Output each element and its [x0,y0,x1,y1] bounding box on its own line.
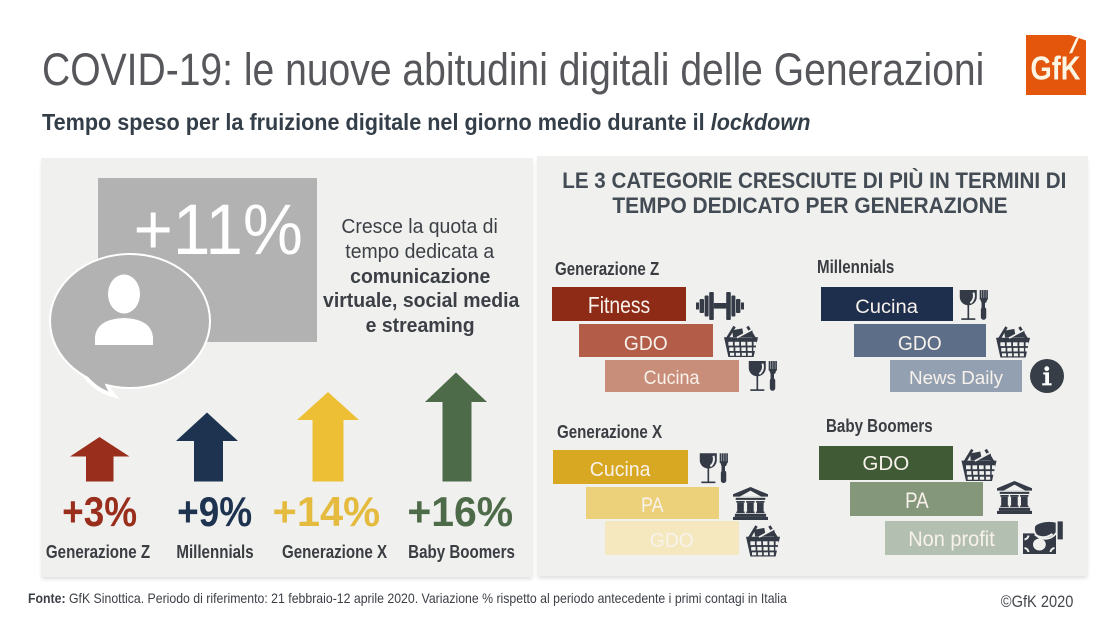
svg-text:GfK: GfK [1031,50,1081,87]
